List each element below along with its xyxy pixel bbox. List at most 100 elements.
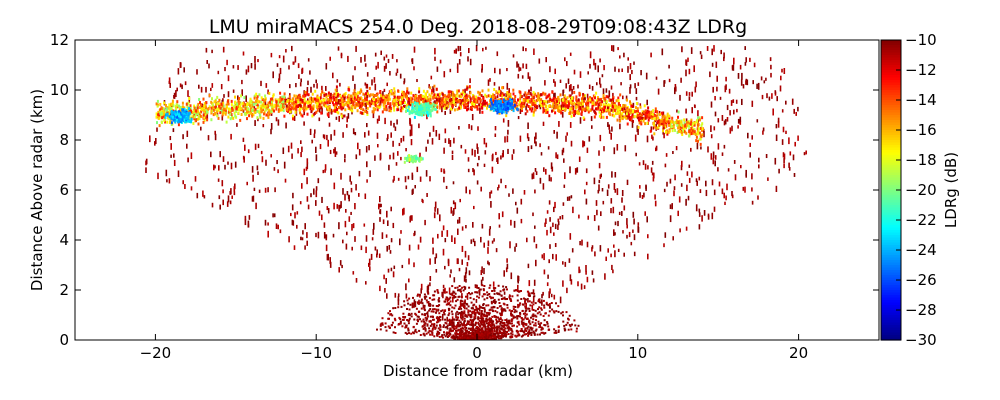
colorbar-segment [881,285,901,289]
colorbar-segment [881,337,901,341]
colorbar-segment [881,60,901,64]
colorbar-segment [881,317,901,321]
colorbar-segment [881,62,901,66]
colorbar-segment [881,50,901,54]
colorbar-segment [881,312,901,316]
colorbar-segment [881,275,901,279]
colorbar-segment [881,120,901,124]
colorbar-segment [881,72,901,76]
colorbar-segment [881,255,901,259]
colorbar-segment [881,160,901,164]
colorbar-segment [881,205,901,209]
colorbar-tick-label: −24 [905,241,937,259]
colorbar-segment [881,145,901,149]
x-tick-label: −10 [300,344,332,362]
colorbar-segment [881,177,901,181]
colorbar-segment [881,335,901,339]
colorbar-segment [881,215,901,219]
colorbar-segment [881,77,901,81]
colorbar-segment [881,172,901,176]
colorbar-segment [881,132,901,136]
colorbar-segment [881,147,901,151]
colorbar-segment [881,322,901,326]
colorbar-segment [881,102,901,106]
colorbar-segment [881,242,901,246]
colorbar-segment [881,155,901,159]
colorbar-segment [881,70,901,74]
colorbar-segment [881,125,901,129]
colorbar-segment [881,52,901,56]
colorbar-segment [881,265,901,269]
colorbar-segment [881,240,901,244]
colorbar-segment [881,40,901,44]
colorbar-segment [881,80,901,84]
colorbar-segment [881,175,901,179]
colorbar-segment [881,262,901,266]
colorbar-segment [881,112,901,116]
x-tick-label: 0 [472,344,482,362]
y-tick-label: 10 [50,81,69,99]
colorbar-segment [881,97,901,101]
colorbar-segment [881,190,901,194]
y-tick-label: 4 [59,231,69,249]
colorbar-segment [881,185,901,189]
colorbar-segment [881,305,901,309]
colorbar-segment [881,320,901,324]
colorbar-segment [881,230,901,234]
colorbar-segment [881,202,901,206]
colorbar-segment [881,55,901,59]
colorbar-segment [881,192,901,196]
colorbar-segment [881,75,901,79]
colorbar-segment [881,67,901,71]
colorbar-segment [881,210,901,214]
colorbar-segment [881,310,901,314]
colorbar-segment [881,165,901,169]
colorbar-segment [881,287,901,291]
colorbar-segment [881,142,901,146]
colorbar-segment [881,280,901,284]
colorbar-segment [881,250,901,254]
x-tick-label: −20 [140,344,172,362]
colorbar-segment [881,260,901,264]
y-axis-label: Distance Above radar (km) [28,89,46,291]
colorbar-segment [881,47,901,51]
colorbar-segment [881,315,901,319]
colorbar-segment [881,115,901,119]
colorbar-tick-label: −12 [905,61,937,79]
colorbar-segment [881,247,901,251]
colorbar-segment [881,117,901,121]
colorbar-segment [881,277,901,281]
colorbar-segment [881,232,901,236]
colorbar-segment [881,267,901,271]
colorbar-tick-label: −28 [905,301,937,319]
radar-scan-area [145,45,807,340]
y-tick-label: 2 [59,281,69,299]
colorbar-segment [881,42,901,46]
colorbar-segment [881,330,901,334]
colorbar-segment [881,162,901,166]
colorbar-segment [881,127,901,131]
colorbar-tick-label: −26 [905,271,937,289]
y-tick-label: 0 [59,331,69,349]
colorbar-segment [881,85,901,89]
colorbar-segment [881,307,901,311]
plot-axes: −20 −10 0 10 20 0 2 4 6 8 10 12 [50,31,880,362]
colorbar-segment [881,325,901,329]
colorbar-segment [881,237,901,241]
colorbar-segment [881,212,901,216]
colorbar-segment [881,137,901,141]
colorbar-tick-label: −22 [905,211,937,229]
colorbar-segment [881,157,901,161]
colorbar-segment [881,327,901,331]
colorbar-segment [881,222,901,226]
colorbar-segment [881,167,901,171]
y-tick-label: 12 [50,31,69,49]
colorbar-segment [881,95,901,99]
colorbar-tick-label: −30 [905,331,937,349]
colorbar-segment [881,227,901,231]
colorbar-segment [881,332,901,336]
colorbar-segment [881,65,901,69]
colorbar-tick-label: −10 [905,31,937,49]
colorbar-segment [881,170,901,174]
